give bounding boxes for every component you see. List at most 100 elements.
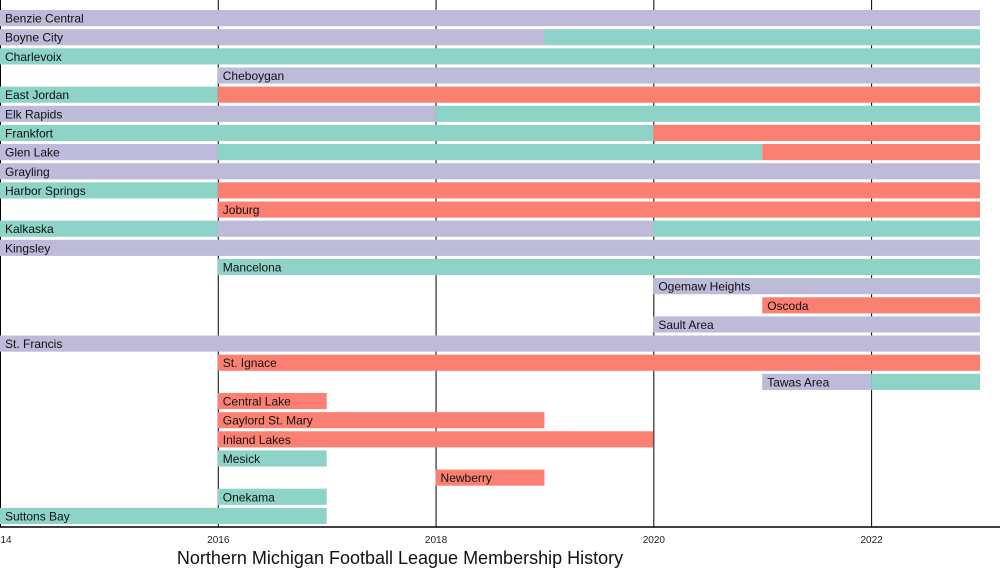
x-tick-label: 2018 bbox=[425, 535, 448, 546]
membership-bar bbox=[217, 488, 327, 505]
membership-bar bbox=[653, 278, 980, 295]
row-boyne-city: Boyne City bbox=[0, 29, 980, 46]
membership-bar bbox=[0, 124, 654, 142]
membership-bar bbox=[0, 182, 218, 199]
row-st-ignace: St. Ignace bbox=[217, 354, 980, 371]
row-elk-rapids: Elk Rapids bbox=[0, 105, 980, 122]
school-label: Benzie Central bbox=[5, 12, 84, 26]
school-label: Mesick bbox=[223, 452, 261, 466]
school-label: Central Lake bbox=[223, 395, 291, 409]
membership-bar bbox=[435, 105, 980, 122]
membership-bar bbox=[0, 10, 980, 27]
membership-bar bbox=[0, 29, 545, 46]
membership-bar bbox=[871, 373, 980, 390]
school-label: East Jordan bbox=[5, 88, 69, 102]
row-grayling: Grayling bbox=[0, 163, 980, 180]
membership-bar bbox=[0, 144, 218, 161]
school-label: Oscoda bbox=[767, 299, 809, 313]
row-gaylord-st-mary: Gaylord St. Mary bbox=[217, 412, 545, 429]
membership-bar bbox=[217, 201, 980, 218]
membership-bar bbox=[0, 507, 327, 524]
row-sault-area: Sault Area bbox=[653, 316, 980, 333]
row-ogemaw-heights: Ogemaw Heights bbox=[653, 278, 980, 295]
membership-bar bbox=[0, 220, 218, 237]
row-central-lake: Central Lake bbox=[217, 392, 327, 410]
school-label: Mancelona bbox=[223, 261, 282, 275]
membership-bar bbox=[0, 48, 980, 65]
row-cheboygan: Cheboygan bbox=[217, 67, 980, 84]
membership-bar bbox=[217, 412, 545, 429]
x-tick-label: 2022 bbox=[860, 535, 883, 546]
membership-bar bbox=[217, 258, 980, 276]
school-label: Newberry bbox=[441, 471, 492, 485]
school-label: Suttons Bay bbox=[5, 509, 70, 523]
bars: Benzie Central Boyne City Charlevoix Cheboy… bbox=[0, 10, 980, 524]
school-label: Kingsley bbox=[5, 241, 50, 255]
school-label: Glen Lake bbox=[5, 146, 60, 160]
row-tawas-area: Tawas Area bbox=[762, 373, 980, 390]
x-tick-label: 2020 bbox=[643, 535, 666, 546]
row-joburg: Joburg bbox=[217, 201, 980, 218]
membership-bar bbox=[217, 220, 654, 237]
school-label: Ogemaw Heights bbox=[658, 280, 750, 294]
school-label: Kalkaska bbox=[5, 222, 54, 236]
membership-bar bbox=[435, 469, 545, 486]
school-label: St. Francis bbox=[5, 337, 62, 351]
school-label: Cheboygan bbox=[223, 69, 284, 83]
membership-bar bbox=[0, 105, 436, 122]
membership-bar bbox=[653, 124, 980, 142]
membership-bar bbox=[217, 144, 763, 161]
row-benzie-central: Benzie Central bbox=[0, 10, 980, 27]
school-label: Harbor Springs bbox=[5, 184, 86, 198]
membership-bar bbox=[217, 86, 980, 103]
membership-bar bbox=[217, 182, 980, 199]
membership-bar bbox=[653, 316, 980, 333]
school-label: Gaylord St. Mary bbox=[223, 414, 313, 428]
school-label: Boyne City bbox=[5, 31, 63, 45]
membership-bar bbox=[217, 431, 654, 448]
school-label: Inland Lakes bbox=[223, 433, 291, 447]
row-mesick: Mesick bbox=[217, 450, 327, 467]
row-st-francis: St. Francis bbox=[0, 335, 980, 352]
membership-bar bbox=[217, 450, 327, 467]
school-label: Elk Rapids bbox=[5, 107, 62, 121]
row-charlevoix: Charlevoix bbox=[0, 48, 980, 65]
row-mancelona: Mancelona bbox=[217, 258, 980, 276]
x-tick-label: 2016 bbox=[207, 535, 230, 546]
membership-bar bbox=[544, 29, 980, 46]
membership-bar bbox=[217, 354, 980, 371]
school-label: Joburg bbox=[223, 203, 260, 217]
school-label: Tawas Area bbox=[767, 375, 829, 389]
row-kalkaska: Kalkaska bbox=[0, 220, 980, 237]
school-label: St. Ignace bbox=[223, 356, 277, 370]
row-suttons-bay: Suttons Bay bbox=[0, 507, 327, 524]
row-onekama: Onekama bbox=[217, 488, 327, 505]
membership-bar bbox=[217, 392, 327, 410]
x-tick-label: 2014 bbox=[0, 535, 12, 546]
membership-bar bbox=[0, 335, 980, 352]
chart-title: Northern Michigan Football League Member… bbox=[177, 548, 623, 568]
row-east-jordan: East Jordan bbox=[0, 86, 980, 103]
membership-bar bbox=[0, 86, 218, 103]
membership-bar bbox=[762, 373, 872, 390]
x-axis-ticks: 2014 2016 2018 2020 2022 bbox=[0, 535, 883, 546]
membership-bar bbox=[0, 163, 980, 180]
row-kingsley: Kingsley bbox=[0, 239, 980, 256]
row-oscoda: Oscoda bbox=[762, 297, 980, 314]
school-label: Onekama bbox=[223, 490, 275, 504]
school-label: Sault Area bbox=[658, 318, 714, 332]
school-label: Charlevoix bbox=[5, 50, 62, 64]
row-inland-lakes: Inland Lakes bbox=[217, 431, 654, 448]
row-harbor-springs: Harbor Springs bbox=[0, 182, 980, 199]
membership-bar bbox=[653, 220, 980, 237]
membership-bar bbox=[0, 239, 980, 256]
membership-bar bbox=[762, 297, 980, 314]
membership-bar bbox=[217, 67, 980, 84]
school-label: Frankfort bbox=[5, 126, 54, 140]
row-glen-lake: Glen Lake bbox=[0, 144, 980, 161]
row-newberry: Newberry bbox=[435, 469, 545, 486]
membership-bar bbox=[762, 144, 980, 161]
school-label: Grayling bbox=[5, 165, 50, 179]
row-frankfort: Frankfort bbox=[0, 124, 980, 142]
